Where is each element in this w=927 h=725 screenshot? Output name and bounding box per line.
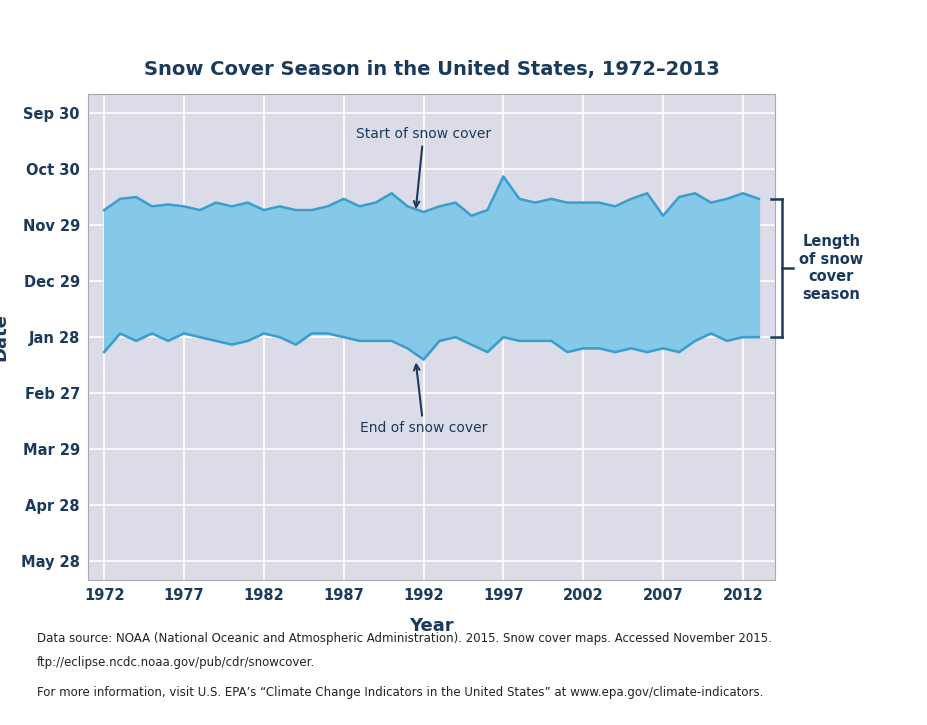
Title: Snow Cover Season in the United States, 1972–2013: Snow Cover Season in the United States, … — [144, 59, 718, 79]
Text: End of snow cover: End of snow cover — [360, 365, 487, 435]
Text: For more information, visit U.S. EPA’s “Climate Change Indicators in the United : For more information, visit U.S. EPA’s “… — [37, 686, 763, 699]
Text: ftp://eclipse.ncdc.noaa.gov/pub/cdr/snowcover.: ftp://eclipse.ncdc.noaa.gov/pub/cdr/snow… — [37, 655, 315, 668]
Text: Start of snow cover: Start of snow cover — [356, 127, 490, 207]
Y-axis label: Date: Date — [0, 313, 9, 361]
Text: Data source: NOAA (National Oceanic and Atmospheric Administration). 2015. Snow : Data source: NOAA (National Oceanic and … — [37, 631, 771, 645]
Text: Length
of snow
cover
season: Length of snow cover season — [798, 234, 862, 302]
X-axis label: Year: Year — [409, 617, 453, 635]
